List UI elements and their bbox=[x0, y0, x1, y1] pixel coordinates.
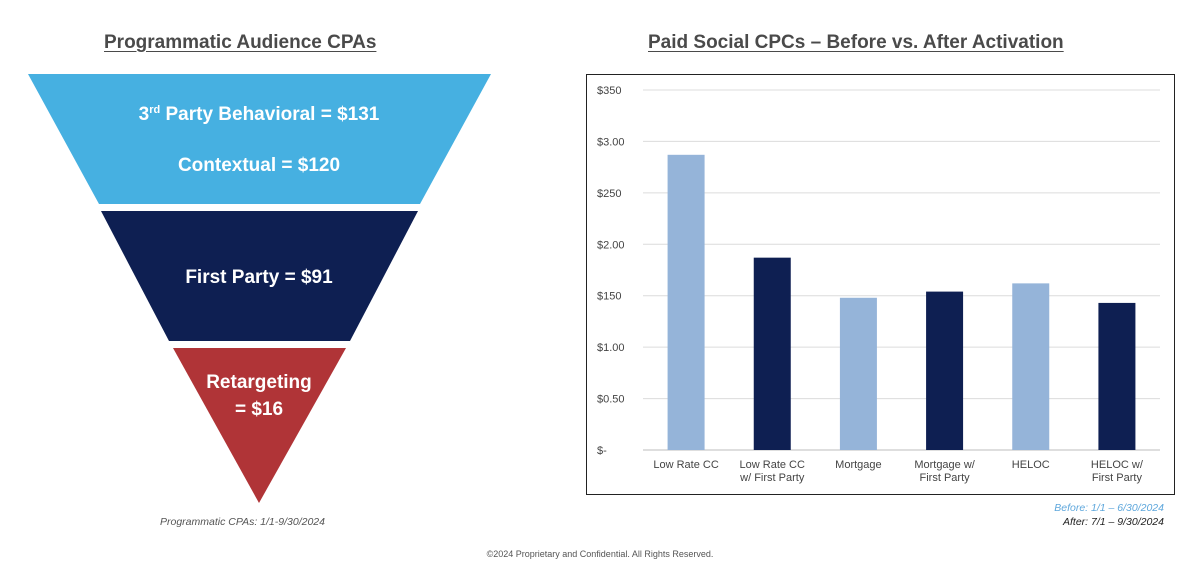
bar-chart: $- $0.50 $1.00 $150 $2.00 $250 $3.00 $350 Low Ra… bbox=[597, 85, 1160, 484]
funnel-title: Programmatic Audience CPAs bbox=[104, 32, 377, 53]
x-category-label: Low Rate CC bbox=[653, 459, 718, 471]
chart-title: Paid Social CPCs – Before vs. After Acti… bbox=[648, 32, 1064, 53]
funnel-tier1-label: 3rd Party Behavioral = $131 bbox=[139, 104, 380, 125]
bar bbox=[667, 154, 705, 451]
funnel-tier2-label: First Party = $91 bbox=[185, 267, 333, 288]
bar-chart-frame: $- $0.50 $1.00 $150 $2.00 $250 $3.00 $350 Low Ra… bbox=[586, 74, 1175, 495]
funnel-tier-retargeting bbox=[173, 348, 346, 503]
y-tick-label: $150 bbox=[597, 291, 621, 303]
before-period-note: Before: 1/1 – 6/30/2024 bbox=[1054, 502, 1164, 514]
bar bbox=[1098, 302, 1136, 450]
y-tick-label: $250 bbox=[597, 188, 621, 200]
x-category-label: First Party bbox=[1092, 472, 1143, 484]
x-category-label: HELOC w/ bbox=[1091, 459, 1144, 471]
y-tick-label: $2.00 bbox=[597, 239, 625, 251]
funnel-diagram: 3rd Party Behavioral = $131 Contextual =… bbox=[28, 74, 491, 503]
y-tick-label: $- bbox=[597, 445, 607, 457]
x-category-label: Low Rate CC bbox=[740, 459, 805, 471]
x-category-label: HELOC bbox=[1012, 459, 1050, 471]
bar bbox=[1012, 283, 1050, 450]
y-tick-label: $0.50 bbox=[597, 394, 625, 406]
x-category-label: Mortgage bbox=[835, 459, 881, 471]
funnel-tier-first-party bbox=[101, 211, 418, 341]
bar bbox=[839, 297, 877, 450]
y-tick-label: $1.00 bbox=[597, 342, 625, 354]
bar bbox=[753, 257, 791, 450]
x-category-label: Mortgage w/ bbox=[914, 459, 975, 471]
after-period-note: After: 7/1 – 9/30/2024 bbox=[1063, 516, 1164, 528]
y-tick-label: $350 bbox=[597, 85, 621, 97]
funnel-tier-third-party bbox=[28, 74, 491, 204]
bar bbox=[926, 291, 964, 450]
funnel-tier3-label: Retargeting bbox=[206, 372, 312, 393]
footer-copyright: ©2024 Proprietary and Confidential. All … bbox=[486, 549, 714, 559]
x-category-label: w/ First Party bbox=[739, 472, 805, 484]
y-tick-label: $3.00 bbox=[597, 136, 625, 148]
x-category-label: First Party bbox=[920, 472, 971, 484]
funnel-tier1-sublabel: Contextual = $120 bbox=[178, 155, 340, 176]
funnel-date-note: Programmatic CPAs: 1/1-9/30/2024 bbox=[160, 516, 325, 528]
funnel-tier3-value: = $16 bbox=[235, 399, 283, 420]
